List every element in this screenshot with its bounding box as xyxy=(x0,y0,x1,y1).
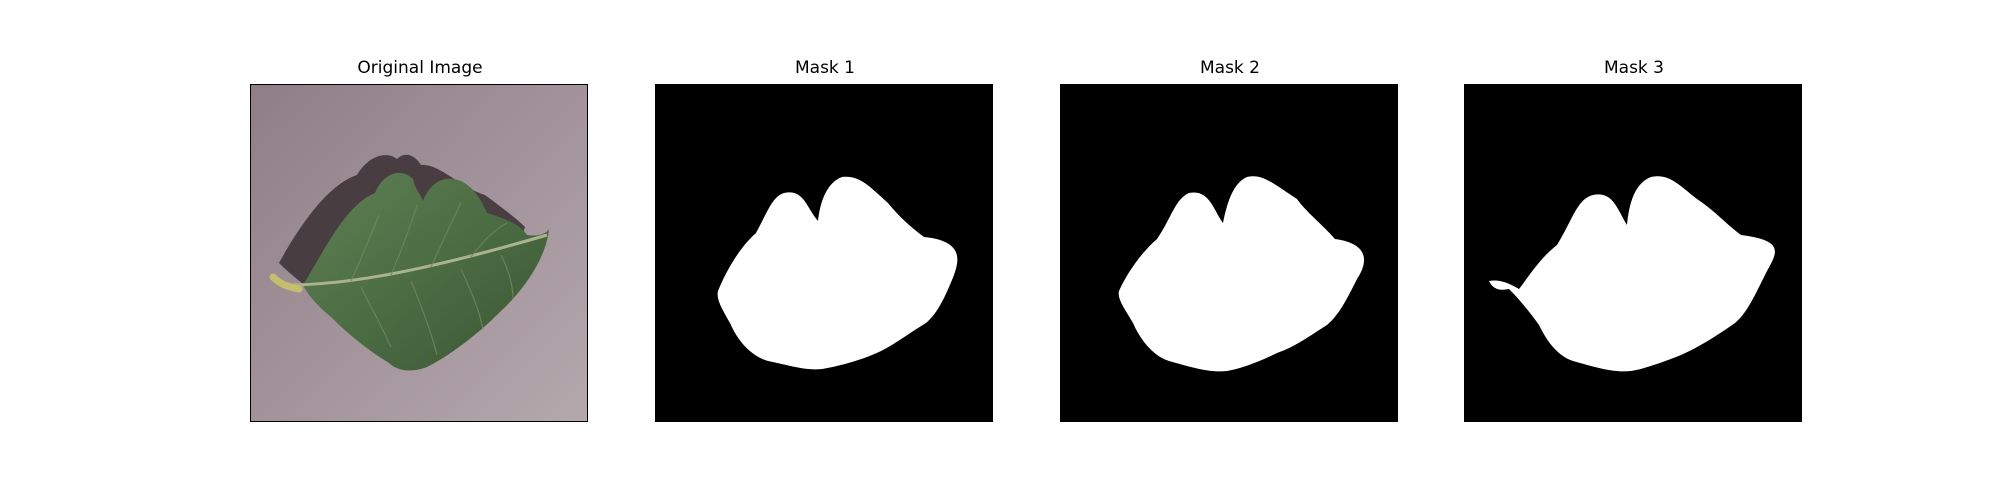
panel-title: Mask 1 xyxy=(794,58,855,78)
panel-title: Original Image xyxy=(357,58,483,78)
panel-title: Mask 3 xyxy=(1603,58,1664,78)
leaf-photo xyxy=(250,84,588,422)
mask-3-image xyxy=(1464,84,1802,422)
panel-original-image: Original Image xyxy=(250,56,590,422)
panel-mask-1: Mask 1 xyxy=(655,56,995,422)
panel-title: Mask 2 xyxy=(1199,58,1260,78)
mask-2-image xyxy=(1060,84,1398,422)
panel-mask-3: Mask 3 xyxy=(1464,56,1804,422)
mask-1-image xyxy=(655,84,993,422)
panel-mask-2: Mask 2 xyxy=(1060,56,1400,422)
